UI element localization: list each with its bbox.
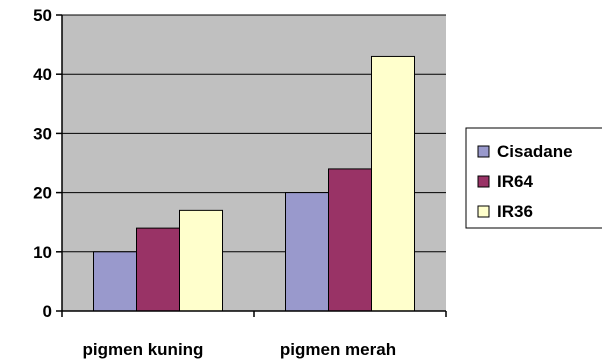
legend-swatch-cisadane bbox=[477, 145, 490, 158]
legend: Cisadane IR64 IR36 bbox=[465, 127, 602, 229]
bar-ir36-0 bbox=[179, 209, 223, 312]
bar-ir64-0 bbox=[136, 227, 180, 312]
legend-swatch-ir64 bbox=[477, 175, 490, 188]
category-label-1: pigmen merah bbox=[280, 340, 396, 359]
y-tick-label: 0 bbox=[43, 302, 52, 321]
y-tick-label: 20 bbox=[33, 184, 52, 203]
bar-cisadane-1 bbox=[285, 192, 329, 312]
bars bbox=[93, 55, 415, 312]
bar-ir36-1 bbox=[371, 55, 415, 312]
legend-label-cisadane: Cisadane bbox=[497, 142, 573, 161]
y-tick-label: 40 bbox=[33, 65, 52, 84]
y-axis-ticks: 0 10 20 30 40 50 bbox=[33, 6, 62, 321]
bar-cisadane-0 bbox=[93, 251, 137, 312]
y-tick-label: 30 bbox=[33, 124, 52, 143]
category-label-0: pigmen kuning bbox=[83, 340, 204, 359]
y-tick-label: 10 bbox=[33, 243, 52, 262]
bar-ir64-1 bbox=[328, 168, 372, 312]
legend-swatch-ir36 bbox=[477, 205, 490, 218]
x-axis-ticks bbox=[61, 311, 447, 317]
legend-label-ir36: IR36 bbox=[497, 202, 533, 221]
legend-label-ir64: IR64 bbox=[497, 172, 533, 191]
y-tick-label: 50 bbox=[33, 6, 52, 25]
